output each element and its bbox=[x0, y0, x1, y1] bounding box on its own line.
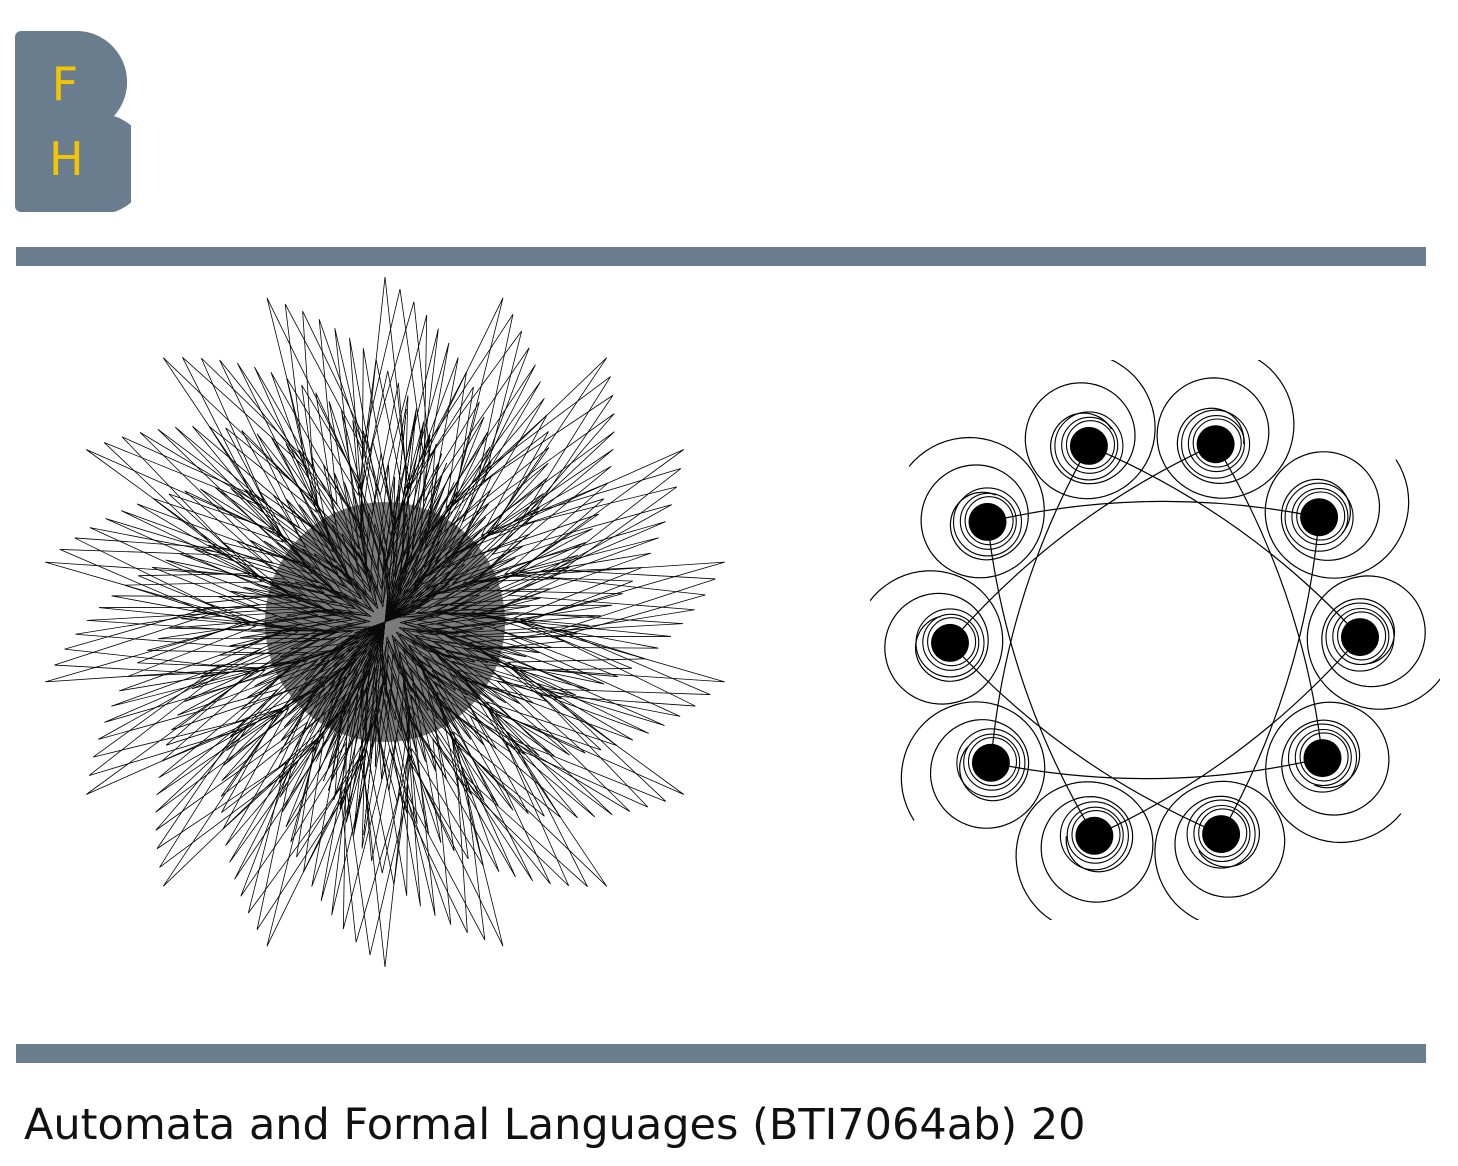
bottom-divider bbox=[16, 1044, 1426, 1063]
star-chords bbox=[310, 501, 460, 743]
star-chords bbox=[309, 510, 461, 734]
star-layer bbox=[229, 464, 541, 780]
star-pattern-figure bbox=[45, 276, 725, 968]
star-chords bbox=[319, 472, 451, 772]
star-layer bbox=[251, 488, 519, 756]
star-layer bbox=[147, 382, 623, 862]
star-layer bbox=[64, 301, 706, 943]
spiral-lobe bbox=[1154, 780, 1286, 920]
spiral-lobe bbox=[1264, 451, 1410, 579]
star-dense-core bbox=[265, 502, 505, 742]
institution-logo: F H bbox=[15, 31, 131, 212]
star-chords bbox=[363, 409, 407, 835]
star-chords bbox=[328, 453, 442, 791]
spiral-lobe bbox=[1306, 575, 1440, 710]
star-layer bbox=[124, 359, 646, 885]
star-layer bbox=[192, 430, 578, 814]
spiral-lobe bbox=[1265, 701, 1402, 844]
spiral-lobe bbox=[1015, 781, 1154, 920]
spiral-lobe bbox=[1024, 360, 1156, 500]
spiral-pattern-figure bbox=[870, 360, 1440, 920]
star-layer bbox=[240, 476, 530, 768]
star-layer bbox=[45, 276, 725, 968]
star-layer bbox=[137, 370, 633, 874]
spiral-lobe bbox=[870, 570, 1004, 705]
logo-b-shape bbox=[15, 31, 131, 212]
spiral-lobe bbox=[908, 436, 1045, 579]
star-chords bbox=[323, 463, 447, 781]
spiral-lobe bbox=[1156, 360, 1295, 499]
logo-letter-f: F bbox=[51, 57, 79, 111]
spiral-lobe bbox=[900, 701, 1046, 829]
top-divider bbox=[16, 247, 1426, 266]
star-chords bbox=[309, 520, 461, 724]
star-layer bbox=[111, 348, 659, 896]
star-layer bbox=[54, 288, 716, 956]
star-chords bbox=[333, 444, 437, 800]
star-layer bbox=[86, 328, 684, 916]
star-layer bbox=[205, 441, 565, 803]
star-layer bbox=[262, 501, 508, 743]
logo-letter-h: H bbox=[49, 132, 84, 186]
star-layer bbox=[98, 337, 672, 907]
star-layer bbox=[217, 452, 553, 792]
star-layer bbox=[169, 408, 601, 836]
spiral-connector bbox=[949, 443, 1361, 837]
star-layer bbox=[180, 420, 590, 824]
star-layer bbox=[157, 395, 613, 849]
star-chords bbox=[312, 491, 458, 753]
star-layer bbox=[75, 314, 695, 930]
footer-course-title: Automata and Formal Languages (BTI7064ab… bbox=[24, 1100, 1086, 1150]
